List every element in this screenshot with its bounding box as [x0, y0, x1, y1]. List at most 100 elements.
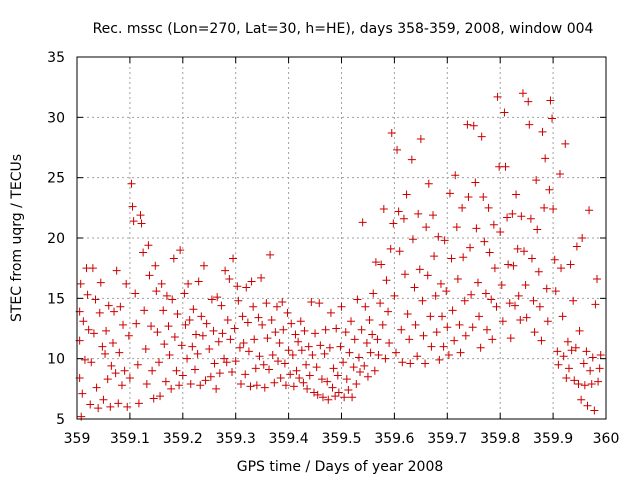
data-point	[438, 312, 447, 321]
x-tick-label: 359.8	[480, 431, 520, 447]
data-point	[480, 237, 489, 246]
data-point	[307, 297, 316, 306]
data-point	[587, 380, 596, 389]
data-point	[206, 372, 215, 381]
data-point	[378, 320, 387, 329]
data-point	[503, 213, 512, 222]
data-point	[427, 342, 436, 351]
data-point	[340, 393, 349, 402]
data-point	[246, 382, 255, 391]
data-point	[518, 89, 527, 98]
data-point	[418, 296, 427, 305]
data-point	[267, 316, 276, 325]
data-point	[168, 295, 177, 304]
data-point	[426, 312, 435, 321]
data-point	[102, 326, 111, 335]
x-tick-label: 359.6	[374, 431, 414, 447]
data-point	[356, 367, 365, 376]
data-point	[385, 338, 394, 347]
data-point	[238, 312, 247, 321]
data-point	[402, 190, 411, 199]
data-point	[386, 244, 395, 253]
data-point	[563, 337, 572, 346]
x-tick-label: 360	[593, 431, 620, 447]
data-point	[496, 227, 505, 236]
y-tick-label: 25	[47, 171, 65, 187]
data-point	[210, 359, 219, 368]
data-point	[395, 247, 404, 256]
data-point	[76, 279, 85, 288]
data-point	[91, 295, 100, 304]
data-point	[451, 171, 460, 180]
data-point	[259, 360, 268, 369]
data-point	[209, 326, 218, 335]
data-point	[214, 337, 223, 346]
data-point	[260, 383, 269, 392]
data-point	[545, 185, 554, 194]
data-point	[350, 335, 359, 344]
data-point	[588, 353, 597, 362]
chart-title: Rec. mssc (Lon=270, Lat=30, h=HE), days …	[93, 21, 594, 37]
data-point	[574, 380, 583, 389]
data-point	[413, 352, 422, 361]
data-point	[162, 291, 171, 300]
data-point	[87, 358, 96, 367]
data-point	[522, 313, 531, 322]
axis-ticks	[76, 56, 607, 420]
y-tick-label: 20	[47, 231, 65, 247]
data-point	[205, 345, 214, 354]
data-point	[521, 281, 530, 290]
data-point	[103, 375, 112, 384]
data-point	[508, 209, 517, 218]
data-point	[215, 369, 224, 378]
data-point	[352, 380, 361, 389]
data-point	[222, 358, 231, 367]
data-point	[595, 364, 604, 373]
data-point	[339, 358, 348, 367]
data-point	[430, 252, 439, 261]
data-point	[389, 219, 398, 228]
data-point	[268, 351, 277, 360]
data-point	[479, 192, 488, 201]
data-point	[399, 214, 408, 223]
data-point	[475, 312, 484, 321]
data-point	[281, 381, 290, 390]
data-point	[551, 287, 560, 296]
data-point	[477, 132, 486, 141]
data-point	[354, 353, 363, 362]
data-point	[384, 307, 393, 316]
data-point	[453, 275, 462, 284]
data-point	[315, 299, 324, 308]
data-point	[376, 299, 385, 308]
data-point	[440, 236, 449, 245]
data-point	[83, 290, 92, 299]
data-point	[546, 96, 555, 105]
data-point	[159, 306, 168, 315]
data-point	[295, 373, 304, 382]
data-point	[550, 255, 559, 264]
data-point	[500, 108, 509, 117]
data-point	[517, 212, 526, 221]
data-point	[414, 209, 423, 218]
data-point	[274, 357, 283, 366]
data-point	[323, 377, 332, 386]
data-point	[221, 266, 230, 275]
data-point	[345, 348, 354, 357]
data-point	[472, 224, 481, 233]
data-point	[488, 335, 497, 344]
data-point	[416, 135, 425, 144]
data-point	[445, 189, 454, 198]
data-point	[132, 319, 141, 328]
data-point	[140, 306, 149, 315]
data-point	[448, 306, 457, 315]
data-point	[362, 338, 371, 347]
data-point	[303, 384, 312, 393]
data-point	[497, 281, 506, 290]
data-point	[549, 205, 558, 214]
data-point	[289, 382, 298, 391]
x-tick-label: 359.4	[269, 431, 309, 447]
data-point	[299, 378, 308, 387]
x-tick-label: 359.2	[163, 431, 203, 447]
data-point	[439, 342, 448, 351]
